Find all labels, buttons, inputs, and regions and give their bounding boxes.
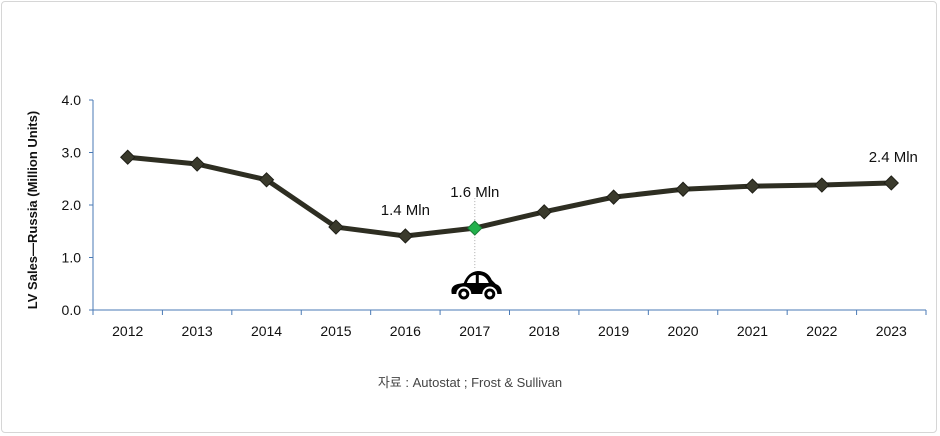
x-tick-label: 2018 — [529, 323, 560, 339]
data-label: 2.4 Mln — [869, 149, 918, 166]
data-point-2020 — [675, 181, 691, 197]
x-tick-label: 2012 — [112, 323, 143, 339]
data-point-2018 — [536, 204, 552, 220]
y-tick-label: 3.0 — [62, 145, 82, 161]
y-axis-label: LV Sales—Russia (Million Units) — [25, 111, 40, 309]
x-tick-label: 2015 — [320, 323, 351, 339]
x-tick-label: 2023 — [876, 323, 907, 339]
data-point-2021 — [744, 178, 761, 194]
source-note: 자료 : Autostat ; Frost & Sullivan — [377, 375, 563, 390]
x-tick-label: 2016 — [390, 323, 421, 339]
y-tick-label: 0.0 — [62, 302, 82, 318]
y-tick-label: 4.0 — [62, 92, 82, 108]
data-label: 1.4 Mln — [381, 202, 430, 219]
data-point-2019 — [605, 189, 622, 205]
x-tick-label: 2019 — [598, 323, 629, 339]
data-point-2017 — [467, 220, 483, 236]
car-icon — [451, 271, 502, 302]
data-point-2013 — [189, 156, 205, 172]
y-tick-label: 2.0 — [62, 197, 82, 213]
x-tick-label: 2022 — [806, 323, 837, 339]
data-point-2022 — [814, 177, 830, 193]
data-point-2015 — [328, 219, 344, 235]
x-tick-label: 2014 — [251, 323, 282, 339]
data-point-2012 — [120, 149, 136, 165]
y-tick-label: 1.0 — [62, 250, 82, 266]
data-label: 1.6 Mln — [450, 184, 499, 201]
data-point-2023 — [883, 175, 899, 191]
x-tick-label: 2021 — [737, 323, 768, 339]
data-point-2016 — [397, 228, 414, 244]
x-tick-label: 2020 — [667, 323, 698, 339]
x-tick-label: 2013 — [182, 323, 213, 339]
series-line — [127, 154, 892, 239]
x-tick-label: 2017 — [459, 323, 490, 339]
data-point-2014 — [258, 172, 275, 188]
